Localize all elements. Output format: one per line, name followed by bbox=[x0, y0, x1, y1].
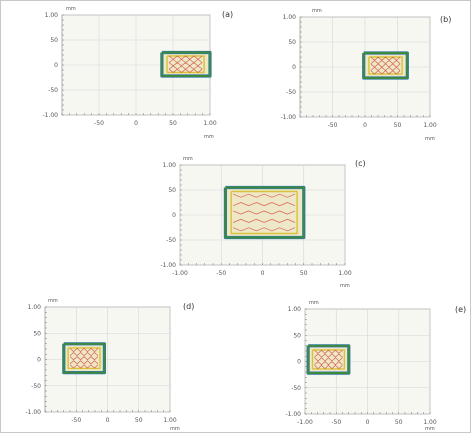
y-tick-label: 1.00 bbox=[45, 12, 59, 19]
panel-e: -1.00 -50 0 50 1.00 1.00 50 0 -50 -1.00 (e) mm mm bbox=[285, 300, 466, 432]
panel-c: -1.00 -50 0 50 1.00 1.00 50 0 -50 -1.00 (c) mm mm bbox=[160, 156, 365, 289]
y-axis-label: mm bbox=[312, 8, 322, 14]
series-inner bbox=[368, 56, 403, 75]
x-tick-label: -1.00 bbox=[172, 270, 188, 277]
y-tick-label: -50 bbox=[31, 383, 41, 390]
x-tick-label: 0 bbox=[106, 417, 110, 424]
y-tick-label: -50 bbox=[166, 237, 176, 244]
y-axis-label: mm bbox=[66, 6, 76, 12]
x-tick-label: -50 bbox=[331, 419, 341, 426]
y-tick-label: 0 bbox=[54, 62, 58, 69]
x-axis-label: mm bbox=[204, 134, 214, 140]
y-tick-label: -50 bbox=[291, 385, 301, 392]
y-tick-label: 1.00 bbox=[163, 162, 177, 169]
y-tick-label: 0 bbox=[297, 359, 301, 366]
y-tick-label: 0 bbox=[292, 64, 296, 71]
x-tick-label: 0 bbox=[261, 270, 265, 277]
track-lines bbox=[168, 55, 203, 73]
y-tick-label: -1.00 bbox=[280, 114, 296, 121]
x-tick-label: -50 bbox=[216, 270, 226, 277]
y-tick-label: -1.00 bbox=[160, 262, 176, 269]
x-tick-label: 0 bbox=[366, 419, 370, 426]
track-lines bbox=[370, 56, 401, 75]
y-tick-label: -1.00 bbox=[25, 409, 41, 416]
trajectory-fill bbox=[225, 187, 304, 238]
panel-label: (b) bbox=[440, 15, 451, 24]
y-tick-label: 50 bbox=[288, 39, 296, 46]
x-tick-label: 1.00 bbox=[423, 419, 437, 426]
x-axis-label: mm bbox=[425, 136, 435, 142]
trajectory-fill bbox=[363, 53, 408, 78]
series-outer bbox=[62, 342, 106, 374]
y-tick-label: 0 bbox=[37, 357, 41, 364]
y-tick-label: 50 bbox=[33, 330, 41, 337]
x-tick-label: 50 bbox=[135, 417, 143, 424]
x-axis-label: mm bbox=[170, 426, 180, 432]
x-tick-label: 1.00 bbox=[423, 122, 437, 129]
y-tick-label: 1.00 bbox=[288, 306, 302, 313]
series-outer bbox=[224, 186, 305, 239]
x-tick-label: 0 bbox=[363, 122, 367, 129]
trajectory-fill bbox=[308, 345, 349, 374]
x-tick-label: -1.00 bbox=[297, 419, 313, 426]
x-tick-label: 1.00 bbox=[338, 270, 352, 277]
track-lines bbox=[69, 347, 99, 369]
y-tick-label: 1.00 bbox=[283, 14, 297, 21]
panel-label: (d) bbox=[183, 302, 194, 311]
x-tick-label: 50 bbox=[395, 419, 403, 426]
x-tick-label: -50 bbox=[328, 122, 338, 129]
series-inner bbox=[230, 190, 298, 235]
x-tick-label: 1.00 bbox=[163, 417, 177, 424]
x-tick-label: 50 bbox=[169, 120, 177, 127]
x-tick-label: 50 bbox=[394, 122, 402, 129]
x-tick-label: 0 bbox=[134, 120, 138, 127]
y-tick-label: -50 bbox=[286, 89, 296, 96]
panel-a: -50 0 50 1.00 1.00 50 0 -50 -1.00 (a) mm mm bbox=[42, 6, 233, 140]
x-axis-label: mm bbox=[425, 426, 435, 432]
track-lines bbox=[314, 349, 343, 370]
panel-d: -50 0 50 1.00 1.00 50 0 -50 -1.00 (d) mm mm bbox=[25, 298, 194, 432]
panel-b: -50 0 50 1.00 1.00 50 0 -50 -1.00 (b) mm mm bbox=[280, 8, 451, 142]
y-tick-label: 50 bbox=[293, 332, 301, 339]
series-outer bbox=[160, 51, 212, 78]
panel-label: (e) bbox=[455, 305, 466, 314]
y-tick-label: 1.00 bbox=[28, 304, 42, 311]
y-tick-label: -1.00 bbox=[42, 112, 58, 119]
x-tick-label: 50 bbox=[300, 270, 308, 277]
series-inner bbox=[311, 349, 346, 370]
x-tick-label: -50 bbox=[94, 120, 104, 127]
y-axis-label: mm bbox=[309, 300, 319, 306]
track-lines bbox=[233, 193, 296, 232]
y-tick-label: -1.00 bbox=[285, 411, 301, 418]
series-outer bbox=[362, 51, 409, 80]
y-axis-label: mm bbox=[183, 156, 193, 162]
y-tick-label: 0 bbox=[172, 212, 176, 219]
panel-label: (a) bbox=[222, 10, 233, 19]
y-tick-label: 50 bbox=[168, 187, 176, 194]
series-inner bbox=[166, 55, 205, 74]
series-outer bbox=[307, 344, 350, 375]
series-inner bbox=[67, 347, 101, 370]
x-tick-label: -50 bbox=[71, 417, 81, 424]
panel-label: (c) bbox=[355, 159, 366, 168]
y-tick-label: -50 bbox=[48, 87, 58, 94]
y-tick-label: 50 bbox=[50, 37, 58, 44]
x-axis-label: mm bbox=[340, 283, 350, 289]
x-tick-label: 1.00 bbox=[203, 120, 217, 127]
y-axis-label: mm bbox=[48, 298, 58, 304]
